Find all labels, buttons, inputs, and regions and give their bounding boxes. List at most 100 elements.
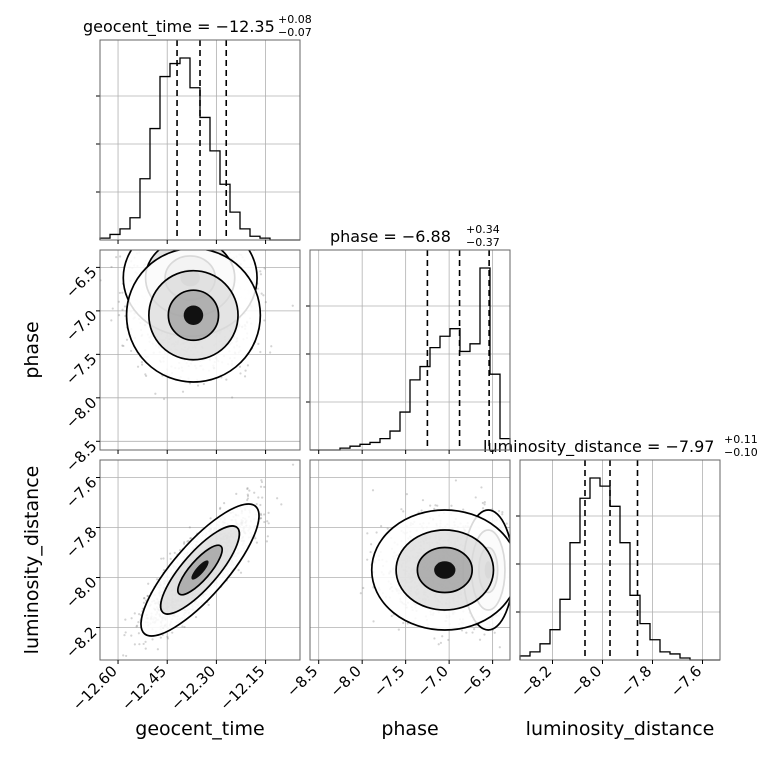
title-geocent-time-plus: +0.08 bbox=[278, 13, 312, 26]
sample-point bbox=[196, 233, 198, 235]
sample-point bbox=[493, 631, 496, 634]
sample-point bbox=[186, 244, 188, 246]
title-geocent-time: geocent_time = −12.35 bbox=[83, 17, 275, 37]
sample-point bbox=[480, 486, 483, 489]
ylabel-phase: phase bbox=[21, 321, 43, 378]
sample-point bbox=[437, 643, 440, 646]
sample-point bbox=[130, 634, 133, 637]
sample-point bbox=[110, 319, 113, 322]
sample-point bbox=[483, 633, 486, 636]
panel-frame bbox=[99, 39, 301, 241]
sample-point bbox=[239, 571, 243, 574]
sample-point bbox=[163, 246, 165, 248]
sample-point bbox=[130, 617, 133, 620]
sample-point bbox=[264, 300, 267, 304]
sample-point bbox=[263, 319, 266, 322]
sample-point bbox=[246, 487, 249, 491]
sample-point bbox=[158, 236, 160, 238]
sample-point bbox=[196, 384, 200, 387]
sample-point bbox=[483, 501, 486, 504]
title-phase: phase = −6.88 bbox=[330, 227, 451, 246]
sample-point bbox=[157, 221, 159, 223]
sample-point bbox=[121, 344, 124, 347]
sample-point bbox=[259, 270, 262, 273]
sample-point bbox=[136, 624, 139, 627]
sample-point bbox=[217, 246, 219, 248]
sample-point bbox=[168, 225, 170, 227]
sample-point bbox=[187, 208, 189, 210]
sample-point bbox=[474, 496, 477, 499]
sample-point bbox=[194, 615, 198, 619]
sample-point bbox=[151, 244, 153, 246]
sample-point bbox=[513, 599, 515, 601]
sample-point bbox=[213, 241, 215, 243]
xlabel-geocent-time: geocent_time bbox=[135, 718, 264, 740]
sample-point bbox=[501, 511, 504, 514]
title-luminosity-distance-minus: −0.10 bbox=[724, 446, 758, 459]
sample-point bbox=[483, 503, 486, 506]
sample-point bbox=[166, 637, 170, 640]
sample-point bbox=[511, 570, 513, 572]
sample-point bbox=[181, 236, 183, 238]
sample-point bbox=[256, 287, 260, 290]
sample-point bbox=[171, 631, 174, 634]
sample-point bbox=[119, 255, 122, 258]
sample-point bbox=[433, 637, 436, 640]
sample-point bbox=[359, 592, 362, 595]
sample-point bbox=[219, 506, 222, 509]
sample-point bbox=[212, 221, 214, 223]
sample-point bbox=[190, 228, 192, 230]
sample-point bbox=[180, 241, 182, 243]
sample-point bbox=[400, 508, 403, 511]
xlabel-phase: phase bbox=[381, 718, 438, 740]
sample-point bbox=[402, 621, 405, 625]
sample-point bbox=[263, 520, 266, 524]
sample-point bbox=[207, 247, 209, 249]
sample-point bbox=[369, 550, 372, 554]
sample-point bbox=[145, 374, 148, 378]
sample-point bbox=[141, 363, 144, 366]
sample-point bbox=[263, 267, 266, 270]
sample-point bbox=[207, 603, 210, 606]
sample-point bbox=[246, 364, 250, 367]
sample-point bbox=[190, 231, 192, 233]
sample-point bbox=[202, 382, 205, 386]
histogram-geocent-time bbox=[96, 39, 301, 244]
sample-point bbox=[178, 223, 180, 225]
sample-point bbox=[267, 522, 270, 525]
xlabel-luminosity-distance: luminosity_distance bbox=[526, 718, 715, 740]
sample-point bbox=[140, 360, 144, 364]
sample-point bbox=[366, 532, 369, 535]
sample-point bbox=[511, 578, 513, 580]
sample-point bbox=[421, 499, 425, 502]
sample-point bbox=[219, 243, 221, 245]
histogram-phase bbox=[306, 249, 511, 454]
sample-point bbox=[267, 511, 270, 514]
scatter-geocent-time-vs-phase bbox=[99, 208, 301, 454]
sample-point bbox=[154, 392, 157, 395]
sample-point bbox=[471, 631, 474, 634]
sample-point bbox=[450, 504, 453, 507]
sample-point bbox=[144, 647, 147, 650]
sample-point bbox=[154, 227, 156, 229]
sample-point bbox=[146, 594, 149, 598]
scatter-geocent-time-vs-luminosity-distance bbox=[81, 459, 301, 667]
sample-point bbox=[123, 305, 127, 308]
sample-point bbox=[186, 247, 188, 249]
sample-point bbox=[201, 245, 203, 247]
sample-point bbox=[144, 373, 147, 376]
sample-point bbox=[259, 514, 263, 517]
sample-point bbox=[135, 625, 138, 628]
sample-point bbox=[441, 635, 444, 638]
sample-point bbox=[181, 232, 183, 234]
sample-point bbox=[169, 557, 172, 560]
sample-point bbox=[166, 635, 169, 638]
sample-point bbox=[190, 245, 192, 247]
sample-point bbox=[212, 245, 214, 247]
sample-point bbox=[81, 665, 83, 667]
sample-point bbox=[371, 489, 375, 492]
sample-point bbox=[454, 479, 458, 482]
sample-point bbox=[260, 480, 264, 484]
sample-point bbox=[263, 485, 266, 489]
histogram-luminosity-distance bbox=[516, 459, 721, 664]
